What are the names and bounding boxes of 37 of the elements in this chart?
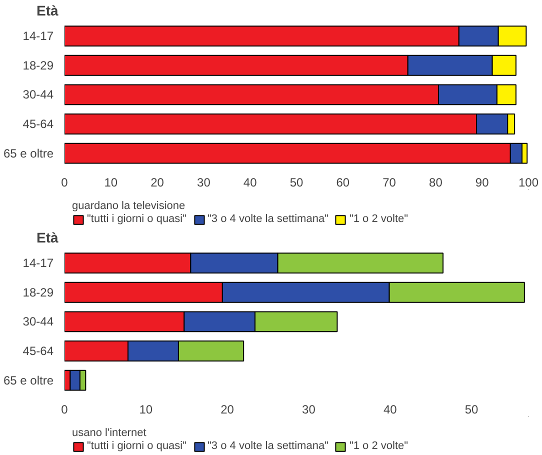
x-tick-label: 90: [475, 176, 490, 190]
y-tick-label: 30-44: [22, 88, 54, 102]
x-tick-label: 80: [429, 176, 443, 190]
x-tick-label: 10: [104, 176, 118, 190]
y-tick-label: 30-44: [22, 314, 54, 329]
y-tick-label: 65 e oltre: [3, 146, 54, 160]
y-tick-label: 14-17: [22, 256, 54, 270]
legend-label: "tutti i giorni o quasi": [87, 440, 187, 452]
x-tick-label: 70: [382, 176, 396, 190]
x-tick-label: 40: [243, 176, 258, 190]
y-tick-label: 45-64: [22, 117, 54, 132]
x-tick-label: 100: [518, 176, 539, 190]
x-tick-label: 30: [302, 402, 316, 416]
x-tick-label: 50: [290, 176, 304, 190]
y-tick-label: 14-17: [22, 29, 54, 44]
legend-title: guardano la televisione: [72, 200, 186, 212]
x-tick-label: 60: [336, 176, 350, 190]
x-tick-label: 50: [464, 402, 479, 416]
y-axis-title: Età: [36, 230, 58, 246]
x-tick-label: 10: [139, 402, 153, 416]
x-tick-label: 30: [197, 176, 211, 190]
x-tick-label: 20: [220, 402, 234, 416]
y-tick-label: 18-29: [22, 58, 54, 72]
legend-label: "1 o 2 volte": [349, 213, 408, 225]
y-tick-label: 45-64: [22, 344, 54, 358]
legend-label: "1 o 2 volte": [349, 440, 408, 452]
x-tick-label: 0: [61, 402, 68, 416]
legend-label: "tutti i giorni o quasi": [87, 213, 187, 225]
x-tick-label: 20: [150, 176, 164, 190]
legend-title: usano l'internet: [72, 427, 148, 439]
legend-label: "3 o 4 volte la settimana": [208, 440, 328, 452]
y-tick-label: 65 e oltre: [3, 373, 54, 388]
y-tick-label: 18-29: [22, 285, 54, 300]
legend-label: "3 o 4 volte la settimana": [208, 213, 328, 225]
y-axis-title: Età: [36, 2, 58, 18]
x-tick-label: 40: [383, 402, 398, 416]
x-tick-label: 0: [61, 176, 68, 190]
